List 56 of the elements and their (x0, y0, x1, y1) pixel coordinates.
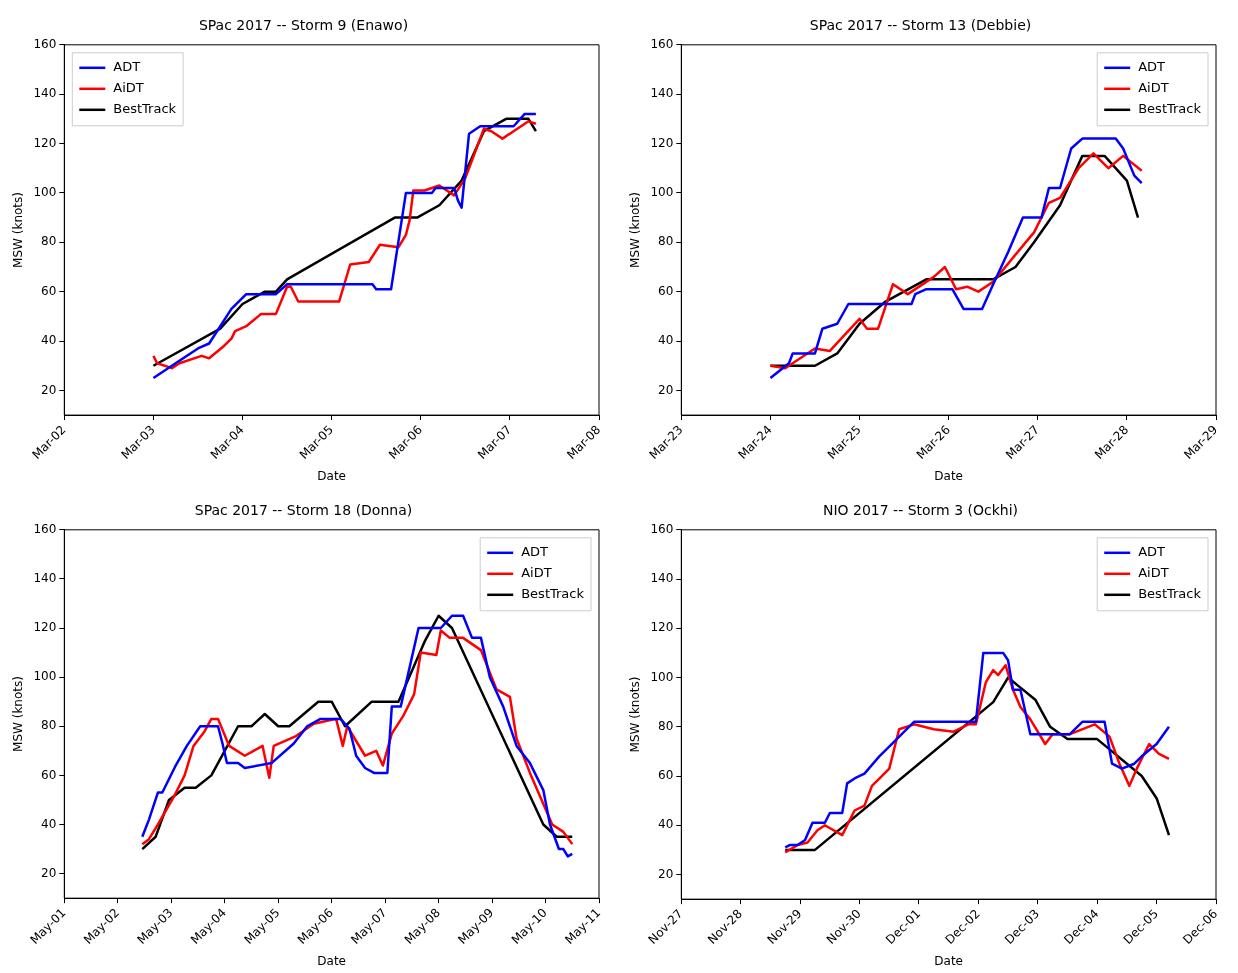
y-tick-label: 160 (33, 521, 57, 536)
y-tick-label: 140 (33, 571, 57, 586)
y-tick-label: 140 (650, 86, 674, 101)
chart-title: SPac 2017 -- Storm 13 (Debbie) (809, 17, 1032, 34)
y-axis-title: MSW (knots) (11, 192, 26, 268)
y-tick-label: 160 (650, 36, 674, 51)
y-tick-label: 100 (33, 185, 57, 200)
legend-label: BestTrack (1138, 101, 1202, 117)
legend-label: AiDT (1138, 80, 1169, 96)
legend-label: BestTrack (521, 586, 585, 602)
y-tick-label: 40 (658, 817, 674, 832)
y-tick-label: 100 (650, 185, 674, 200)
y-tick-label: 140 (33, 86, 57, 101)
legend-label: AiDT (1138, 565, 1169, 581)
y-axis-title: MSW (knots) (11, 676, 26, 752)
y-tick-label: 60 (658, 283, 674, 298)
legend-label: AiDT (113, 80, 144, 96)
y-tick-label: 60 (658, 768, 674, 783)
y-tick-label: 120 (33, 135, 57, 150)
y-tick-label: 120 (33, 620, 57, 635)
y-axis-title: MSW (knots) (628, 676, 643, 753)
legend-label: ADT (521, 544, 549, 560)
legend-label: AiDT (521, 565, 552, 581)
y-tick-label: 60 (41, 767, 57, 782)
y-tick-label: 120 (650, 620, 674, 635)
y-tick-label: 40 (41, 333, 57, 348)
y-tick-label: 140 (650, 571, 674, 586)
x-axis-title: Date (317, 468, 346, 483)
y-tick-label: 100 (650, 669, 674, 684)
y-tick-label: 160 (33, 36, 57, 51)
legend-label: ADT (1138, 59, 1166, 75)
legend-label: ADT (1138, 544, 1166, 560)
chart-title: NIO 2017 -- Storm 3 (Ockhi) (822, 502, 1019, 519)
y-tick-label: 60 (41, 283, 57, 298)
y-tick-label: 80 (41, 234, 57, 249)
y-tick-label: 40 (41, 816, 57, 831)
y-tick-label: 20 (41, 382, 57, 397)
y-tick-label: 80 (658, 718, 674, 733)
y-tick-label: 160 (650, 521, 674, 536)
chart-title: SPac 2017 -- Storm 18 (Donna) (194, 502, 413, 519)
legend-label: BestTrack (113, 101, 177, 117)
y-tick-label: 100 (33, 669, 57, 684)
y-tick-label: 20 (658, 866, 674, 881)
y-tick-label: 20 (658, 382, 674, 397)
y-tick-label: 80 (658, 234, 674, 249)
y-tick-label: 120 (650, 135, 674, 150)
x-axis-title: Date (317, 953, 346, 968)
y-tick-label: 20 (41, 865, 57, 880)
legend-label: BestTrack (1138, 586, 1202, 602)
x-axis-title: Date (934, 468, 963, 483)
y-tick-label: 40 (658, 333, 674, 348)
x-axis-title: Date (934, 953, 963, 968)
y-axis-title: MSW (knots) (628, 192, 643, 268)
y-tick-label: 80 (41, 718, 57, 733)
chart-title: SPac 2017 -- Storm 9 (Enawo) (198, 17, 409, 34)
legend-label: ADT (113, 59, 141, 75)
